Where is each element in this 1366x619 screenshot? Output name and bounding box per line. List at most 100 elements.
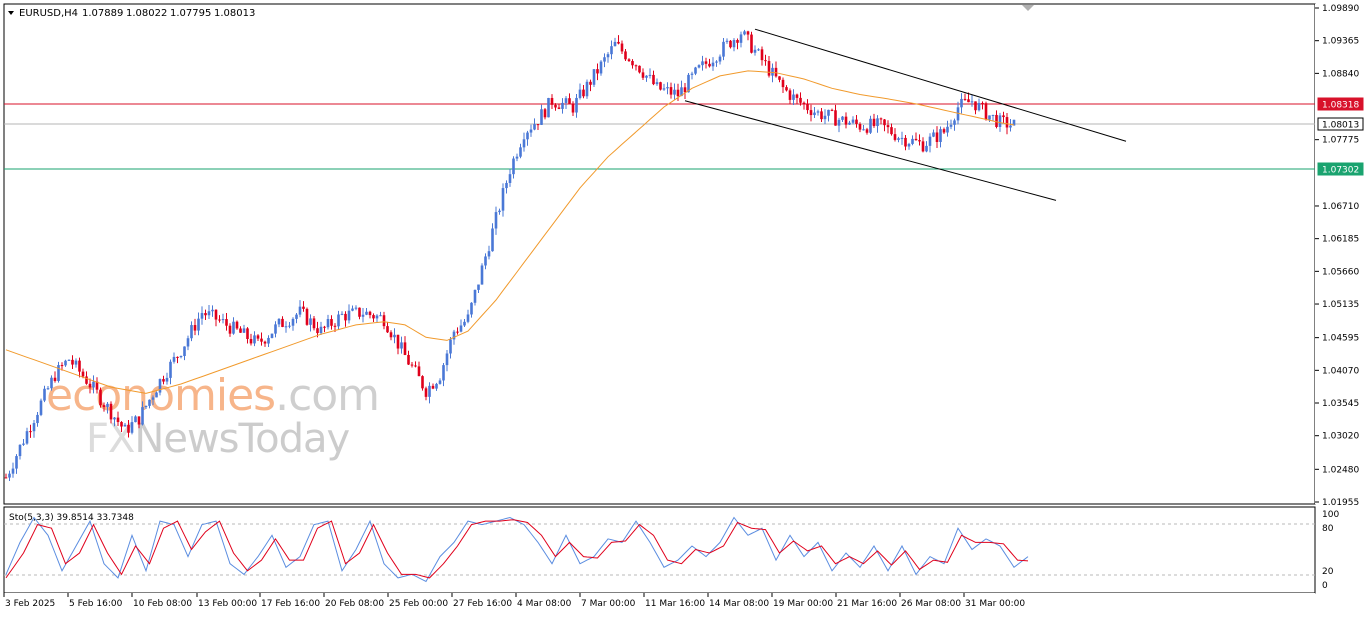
candle-body xyxy=(270,333,274,338)
candle-body xyxy=(676,89,680,97)
candle-body xyxy=(53,377,57,381)
candle-body xyxy=(144,405,148,408)
candle-body xyxy=(872,118,876,127)
candle-body xyxy=(344,313,347,321)
candle-body xyxy=(725,40,729,42)
candle-body xyxy=(330,319,333,326)
candle-body xyxy=(67,359,71,361)
candle-body xyxy=(312,318,316,329)
candle-body xyxy=(218,319,221,321)
candle-body xyxy=(295,314,298,319)
candle-body xyxy=(561,102,564,109)
candle-body xyxy=(645,75,648,78)
candle-body xyxy=(8,473,11,478)
candle-body xyxy=(162,379,165,382)
candle-body xyxy=(998,115,1002,127)
candle-body xyxy=(732,40,736,48)
candle-body xyxy=(697,65,701,68)
candle-body xyxy=(613,41,617,47)
candle-body xyxy=(361,314,365,317)
candle-body xyxy=(277,318,281,325)
candle-body xyxy=(470,302,473,315)
candle-body xyxy=(484,256,487,266)
candle-body xyxy=(722,41,725,57)
candle-body xyxy=(113,417,116,420)
candle-body xyxy=(666,87,669,89)
candle-body xyxy=(578,89,582,98)
trendline-lower-channel[interactable] xyxy=(684,100,1057,201)
candle-body xyxy=(32,423,36,432)
moving-average-layer xyxy=(5,70,1015,394)
candle-body xyxy=(64,360,67,366)
watermark-fx: FX xyxy=(86,416,135,462)
candle-body xyxy=(235,321,239,329)
candle-body xyxy=(323,326,326,328)
candle-body xyxy=(708,63,711,67)
candle-body xyxy=(365,311,368,315)
resistance-price-badge xyxy=(1317,97,1364,111)
candle-body xyxy=(757,49,760,51)
candle-body xyxy=(284,326,288,328)
candle-body xyxy=(379,315,382,317)
candle-body xyxy=(498,210,501,213)
candle-body xyxy=(340,313,344,315)
candle-body xyxy=(386,326,389,333)
candle-body xyxy=(158,379,162,393)
candle-body xyxy=(935,132,939,142)
stoch-main-line xyxy=(5,516,1029,583)
dropdown-arrow-icon[interactable] xyxy=(8,11,14,15)
candle-body xyxy=(512,158,515,175)
candle-body xyxy=(886,125,890,128)
candle-body xyxy=(326,319,330,328)
symbol-label: EURUSD,H4 xyxy=(19,8,78,19)
candle-body xyxy=(729,40,732,48)
price-tick-label: 1.09890 xyxy=(1322,4,1359,14)
candle-body xyxy=(753,49,757,53)
candle-body xyxy=(1002,115,1005,118)
watermark-newstoday: NewsToday xyxy=(134,416,349,462)
candles xyxy=(4,29,1016,482)
candle-body xyxy=(43,388,46,401)
candle-body xyxy=(585,81,589,97)
candle-body xyxy=(505,182,508,189)
candle-body xyxy=(316,328,319,334)
candle-body xyxy=(848,122,851,125)
scroll-marker-icon[interactable] xyxy=(1022,5,1034,11)
candle-body xyxy=(46,388,50,390)
candle-body xyxy=(550,97,554,105)
candle-body xyxy=(109,403,113,420)
candle-body xyxy=(862,129,865,131)
candle-body xyxy=(792,94,795,100)
candle-body xyxy=(400,342,403,349)
candle-body xyxy=(134,416,137,423)
candle-body xyxy=(680,87,683,97)
candle-body xyxy=(970,101,974,103)
candle-body xyxy=(183,346,186,357)
candle-body xyxy=(480,265,484,285)
time-tick-label: 5 Feb 16:00 xyxy=(69,599,123,609)
candle-body xyxy=(816,111,820,113)
candle-body xyxy=(456,331,459,333)
candle-body xyxy=(659,82,662,90)
candle-body xyxy=(487,251,491,257)
candle-body xyxy=(939,129,942,142)
candle-body xyxy=(4,477,8,479)
candle-body xyxy=(179,356,183,358)
trendline-upper-channel[interactable] xyxy=(754,28,1127,142)
candle-body xyxy=(837,119,841,126)
candle-body xyxy=(204,313,207,316)
candle-body xyxy=(127,424,130,433)
candle-body xyxy=(120,422,123,427)
candle-body xyxy=(617,41,620,44)
candle-body xyxy=(459,325,463,332)
candle-body xyxy=(494,212,498,229)
candle-body xyxy=(928,136,932,146)
candle-body xyxy=(648,74,652,76)
candle-body xyxy=(358,307,361,317)
candle-body xyxy=(988,115,991,120)
candle-body xyxy=(221,319,225,321)
watermark-economies: economies.com xyxy=(46,370,379,421)
price-tick-label: 1.01955 xyxy=(1322,498,1359,508)
candle-body xyxy=(949,124,953,127)
